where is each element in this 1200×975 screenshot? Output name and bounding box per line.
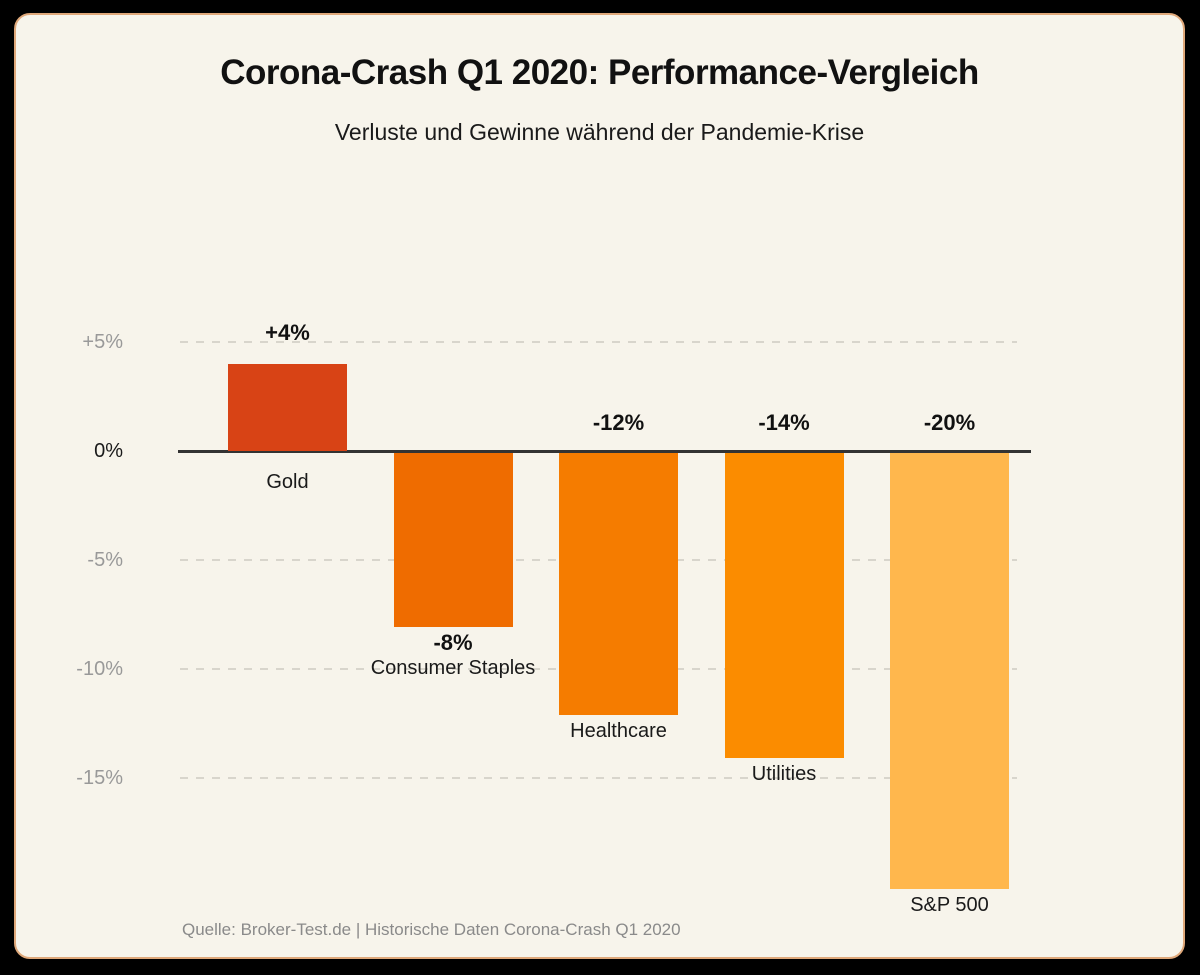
bar (228, 363, 347, 451)
chart-card: Corona-Crash Q1 2020: Performance-Vergle… (14, 13, 1185, 959)
bar-chart: +5% 0% -5% -10% -15% +4% Gold -8% Consumer Stapl… (16, 15, 1183, 957)
bar-category-label: Healthcare (570, 719, 667, 742)
bar-value-label: -20% (923, 410, 976, 435)
bar (559, 453, 678, 715)
y-tick-label: -15% (76, 767, 123, 789)
bar-value-label: -14% (758, 410, 810, 435)
source-note: Quelle: Broker-Test.de | Historische Dat… (182, 920, 681, 939)
bar-value-label: -12% (592, 410, 645, 435)
bar (890, 453, 1009, 889)
bar-category-label: Gold (266, 471, 309, 493)
gridline (180, 777, 1017, 779)
gridline (180, 341, 1017, 343)
y-tick-label: +5% (82, 331, 123, 353)
chart-subtitle: Verluste und Gewinne während der Pandemi… (334, 119, 865, 145)
y-tick-label: -10% (76, 658, 123, 680)
bar (393, 453, 513, 628)
bar-value-label: +4% (265, 319, 310, 345)
bar (724, 453, 844, 759)
bar-category-label: Utilities (751, 763, 817, 786)
y-tick-label: -5% (87, 549, 123, 571)
x-axis-line (178, 450, 1031, 453)
bar-category-label: S&P 500 (910, 894, 989, 916)
bar-value-label: -8% (433, 630, 473, 656)
bar-category-label: Consumer Staples (370, 657, 536, 680)
chart-title: Corona-Crash Q1 2020: Performance-Vergle… (220, 53, 979, 92)
y-tick-label: 0% (94, 440, 123, 462)
